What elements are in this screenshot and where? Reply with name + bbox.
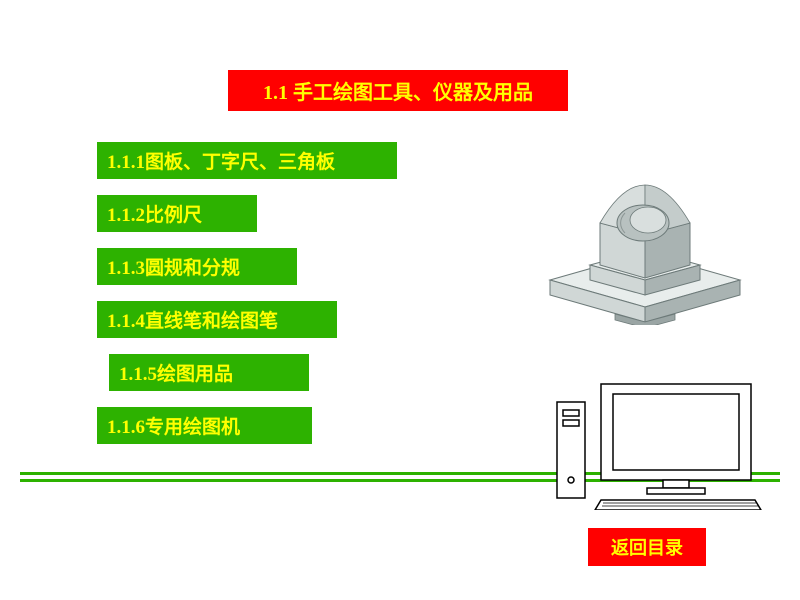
menu-item-6[interactable]: 1.1.6专用绘图机 xyxy=(97,407,312,444)
menu-item-3[interactable]: 1.1.3圆规和分规 xyxy=(97,248,297,285)
menu-item-5[interactable]: 1.1.5绘图用品 xyxy=(109,354,309,391)
menu-item-2[interactable]: 1.1.2比例尺 xyxy=(97,195,257,232)
return-to-toc-link[interactable]: 返回目录 xyxy=(588,528,706,566)
computer-icon xyxy=(555,380,765,510)
bearing-block-illustration xyxy=(530,145,760,325)
menu-item-4[interactable]: 1.1.4直线笔和绘图笔 xyxy=(97,301,337,338)
menu-item-1[interactable]: 1.1.1图板、丁字尺、三角板 xyxy=(97,142,397,179)
section-title: 1.1 手工绘图工具、仪器及用品 xyxy=(228,70,568,111)
